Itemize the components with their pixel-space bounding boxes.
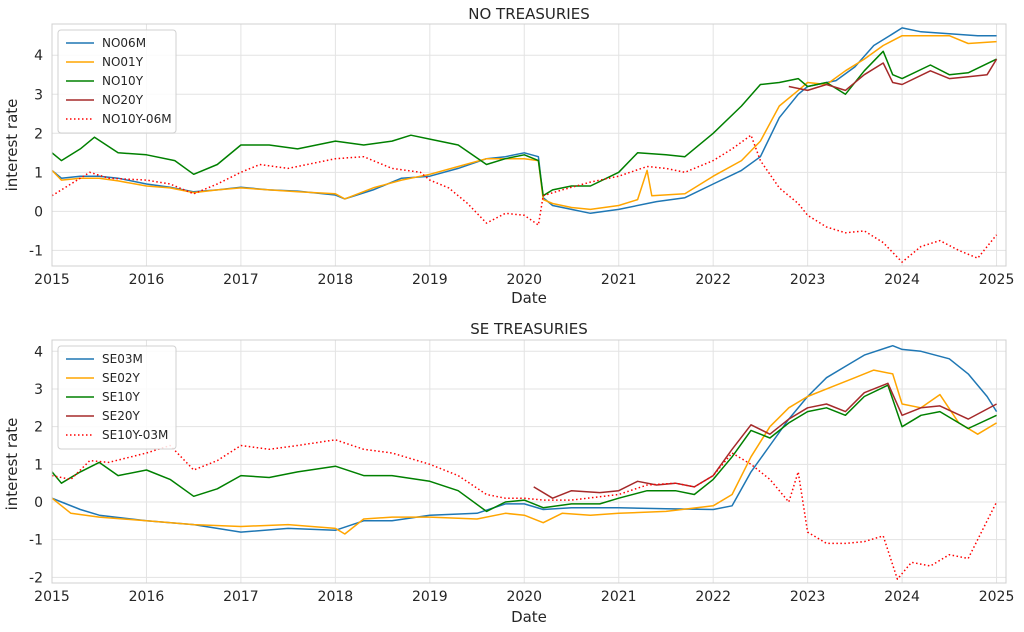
chart-title: NO TREASURIES <box>468 5 589 23</box>
no-treasuries-panel: NO TREASURIES 2015 2016 2017 2018 2019 2020 20… <box>3 5 1014 307</box>
x-tick-label: 2021 <box>601 589 637 605</box>
legend-label: SE10Y <box>102 390 140 404</box>
y-tick-label: 2 <box>34 420 43 436</box>
legend-label: NO10Y <box>102 74 144 88</box>
se-treasuries-panel: SE TREASURIES 2015 2016 2017 2018 2019 2020 20… <box>3 320 1014 626</box>
x-tick-label: 2018 <box>318 589 354 605</box>
x-tick-label: 2018 <box>318 272 354 288</box>
x-tick-label: 2021 <box>601 272 637 288</box>
y-tick-label: 3 <box>34 382 43 398</box>
y-tick-label: 4 <box>34 48 43 64</box>
series-line-no20y <box>788 58 998 92</box>
y-axis-label: interest rate <box>3 99 21 192</box>
plot-frame <box>51 23 1007 267</box>
x-tick-label: 2022 <box>695 589 731 605</box>
series-line-no01y <box>51 34 997 211</box>
plot-frame <box>51 339 1007 584</box>
chart-title: SE TREASURIES <box>470 320 587 338</box>
y-tick-label: 0 <box>34 495 43 511</box>
series-line-se03m <box>51 344 998 533</box>
legend-label: NO20Y <box>102 93 144 107</box>
series-line-se10y <box>51 384 997 513</box>
x-tick-label: 2015 <box>34 272 70 288</box>
legend-label: SE20Y <box>102 409 140 423</box>
y-tick-label: 0 <box>34 204 43 220</box>
x-tick-label: 2016 <box>129 272 165 288</box>
y-axis-label: interest rate <box>3 418 21 511</box>
y-tick-label: 3 <box>34 87 43 103</box>
y-tick-label: 4 <box>34 344 43 360</box>
x-tick-label: 2022 <box>695 272 731 288</box>
legend-box <box>57 29 177 134</box>
x-tick-label: 2016 <box>129 589 165 605</box>
y-tick-label: -1 <box>29 533 43 549</box>
legend-label: SE03M <box>102 352 143 366</box>
x-axis-label: Date <box>511 289 547 307</box>
x-tick-label: 2015 <box>34 589 70 605</box>
x-axis-label: Date <box>511 608 547 626</box>
legend-label: NO06M <box>102 36 146 50</box>
x-tick-label: 2025 <box>979 272 1015 288</box>
y-tick-label: -2 <box>29 570 43 586</box>
legend: SE03M SE02Y SE10Y SE20Y SE10Y-03M <box>57 345 177 450</box>
x-tick-label: 2023 <box>790 589 826 605</box>
legend-label: SE10Y-03M <box>102 428 168 442</box>
y-tick-label: 1 <box>34 165 43 181</box>
x-tick-label: 2024 <box>884 589 920 605</box>
legend-box <box>57 345 177 450</box>
series-line-se20y <box>533 382 997 499</box>
x-tick-label: 2025 <box>979 589 1015 605</box>
x-tick-label: 2024 <box>884 272 920 288</box>
x-tick-label: 2019 <box>412 272 448 288</box>
x-tick-label: 2023 <box>790 272 826 288</box>
legend-label: NO10Y-06M <box>102 112 172 126</box>
x-tick-label: 2020 <box>506 272 542 288</box>
y-tick-label: 1 <box>34 457 43 473</box>
legend: NO06M NO01Y NO10Y NO20Y NO10Y-06M <box>57 29 177 134</box>
legend-label: SE02Y <box>102 371 140 385</box>
x-tick-label: 2020 <box>506 589 542 605</box>
series-line-se10y-03m <box>51 439 998 580</box>
series-line-se02y <box>51 369 997 535</box>
y-tick-label: -1 <box>29 243 43 259</box>
x-tick-label: 2019 <box>412 589 448 605</box>
legend-label: NO01Y <box>102 55 144 69</box>
x-tick-label: 2017 <box>223 589 259 605</box>
y-tick-label: 2 <box>34 126 43 142</box>
x-tick-label: 2017 <box>223 272 259 288</box>
